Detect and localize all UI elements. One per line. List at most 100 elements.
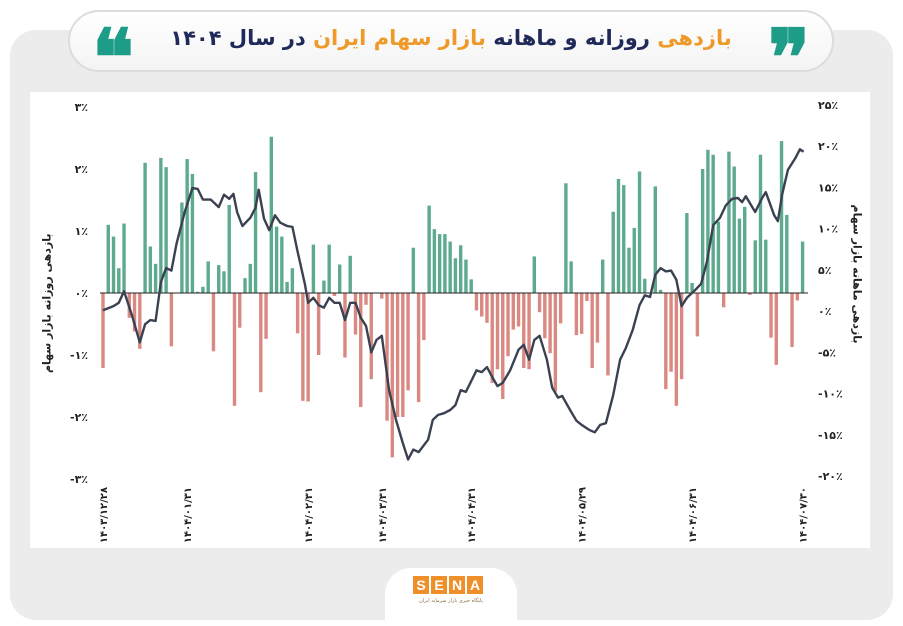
title-part-1: بازدهی	[657, 26, 732, 50]
right-tick-label: ۱۵٪	[818, 181, 838, 194]
title-part-2: روزانه و ماهانه	[485, 26, 658, 50]
bar-negative	[390, 293, 394, 458]
left-tick-label: -۳٪	[70, 473, 88, 486]
bar-positive	[190, 173, 195, 293]
x-tick-label: ۱۴۰۴/۰۳/۳۱	[378, 487, 389, 543]
bar-positive	[643, 278, 647, 293]
monthly-return-line	[102, 148, 805, 461]
bar-negative	[259, 293, 263, 393]
bar-negative	[774, 293, 778, 365]
bar-positive	[437, 234, 442, 293]
bar-positive	[164, 167, 168, 293]
bar-positive	[448, 241, 452, 293]
bar-positive	[327, 244, 331, 293]
x-tick-label: ۱۴۰۴/۰۷/۳۰	[799, 487, 810, 543]
right-tick-label: ۵٪	[818, 264, 831, 277]
bar-positive	[280, 236, 284, 293]
right-tick-label: -۵٪	[818, 346, 836, 359]
bar-positive	[706, 149, 710, 293]
bar-negative	[674, 293, 679, 406]
logo-subtitle: پایگاه خبری بازار سرمایه ایران	[419, 598, 483, 604]
bar-positive	[753, 240, 757, 293]
bar-negative	[401, 293, 405, 417]
left-tick-label: ۳٪	[75, 101, 88, 114]
bar-negative	[132, 293, 137, 332]
bar-positive	[690, 283, 694, 293]
left-tick-label: ۰٪	[75, 287, 88, 300]
bar-negative	[511, 293, 515, 330]
bar-positive	[122, 223, 126, 293]
bar-positive	[700, 169, 705, 293]
bar-negative	[522, 293, 526, 369]
bar-positive	[411, 247, 416, 293]
bar-positive	[800, 241, 805, 293]
bar-negative	[721, 293, 726, 308]
bar-negative	[406, 293, 410, 391]
bar-positive	[274, 226, 279, 293]
bar-positive	[758, 154, 763, 293]
bar-negative	[353, 293, 358, 335]
right-tick-label: -۱۵٪	[818, 429, 843, 442]
bar-negative	[485, 293, 489, 323]
bar-positive	[764, 239, 768, 293]
bar-negative	[306, 293, 310, 402]
bar-positive	[685, 213, 689, 293]
title-banner: ❝ بازدهی روزانه و ماهانه بازار سهام ایرا…	[68, 10, 834, 98]
bar-positive	[143, 162, 147, 293]
bar-negative	[748, 293, 752, 295]
quote-close-icon: ❞	[768, 13, 810, 104]
bar-negative	[422, 293, 426, 341]
bar-positive	[616, 178, 621, 293]
left-tick-label: ۲٪	[75, 163, 88, 176]
bar-positive	[443, 234, 447, 293]
bar-negative	[343, 293, 347, 358]
bar-positive	[564, 183, 568, 293]
bar-positive	[290, 268, 295, 293]
bar-positive	[469, 279, 473, 293]
bar-negative	[369, 293, 373, 380]
logo-letter: N	[449, 576, 465, 594]
bar-positive	[716, 221, 721, 293]
left-tick-label: -۱٪	[70, 349, 88, 362]
bar-negative	[138, 293, 142, 349]
bar-positive	[637, 171, 642, 293]
bar-negative	[359, 293, 363, 408]
bar-negative	[169, 293, 174, 347]
logo-letter: A	[467, 576, 483, 594]
bar-negative	[574, 293, 579, 336]
bar-positive	[632, 227, 636, 293]
bar-positive	[779, 141, 784, 293]
right-tick-label: ۲۰٪	[818, 140, 838, 153]
bar-negative	[211, 293, 216, 352]
bar-positive	[727, 151, 731, 293]
bar-positive	[338, 264, 342, 293]
bar-negative	[474, 293, 479, 311]
bar-negative	[516, 293, 521, 327]
bar-positive	[117, 268, 121, 293]
bar-negative	[548, 293, 552, 354]
bar-positive	[227, 204, 231, 293]
right-tick-label: ۰٪	[818, 305, 831, 318]
chart-title: بازدهی روزانه و ماهانه بازار سهام ایران …	[70, 26, 832, 50]
bar-negative	[380, 293, 384, 299]
bar-negative	[579, 293, 584, 334]
bar-negative	[664, 293, 668, 390]
x-tick-label: ۱۴۰۳/۱۲/۲۸	[99, 487, 110, 543]
bar-negative	[501, 293, 505, 400]
bar-negative	[385, 293, 389, 421]
bar-negative	[558, 293, 563, 324]
bar-positive	[222, 271, 226, 293]
quote-open-icon: ❝	[92, 13, 134, 104]
bar-positive	[464, 259, 468, 293]
bar-positive	[611, 211, 615, 293]
bar-positive	[569, 261, 573, 293]
bar-positive	[458, 245, 463, 293]
bar-negative	[364, 293, 368, 305]
bar-positive	[159, 157, 163, 293]
bar-negative	[332, 293, 337, 297]
bar-positive	[627, 247, 631, 293]
left-tick-label: ۱٪	[75, 225, 88, 238]
x-tick-label: ۱۴۰۴/۰۱/۳۱	[183, 487, 194, 543]
bar-positive	[427, 205, 431, 293]
